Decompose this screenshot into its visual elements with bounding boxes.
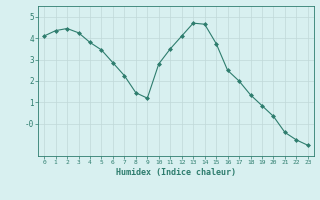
X-axis label: Humidex (Indice chaleur): Humidex (Indice chaleur) bbox=[116, 168, 236, 177]
